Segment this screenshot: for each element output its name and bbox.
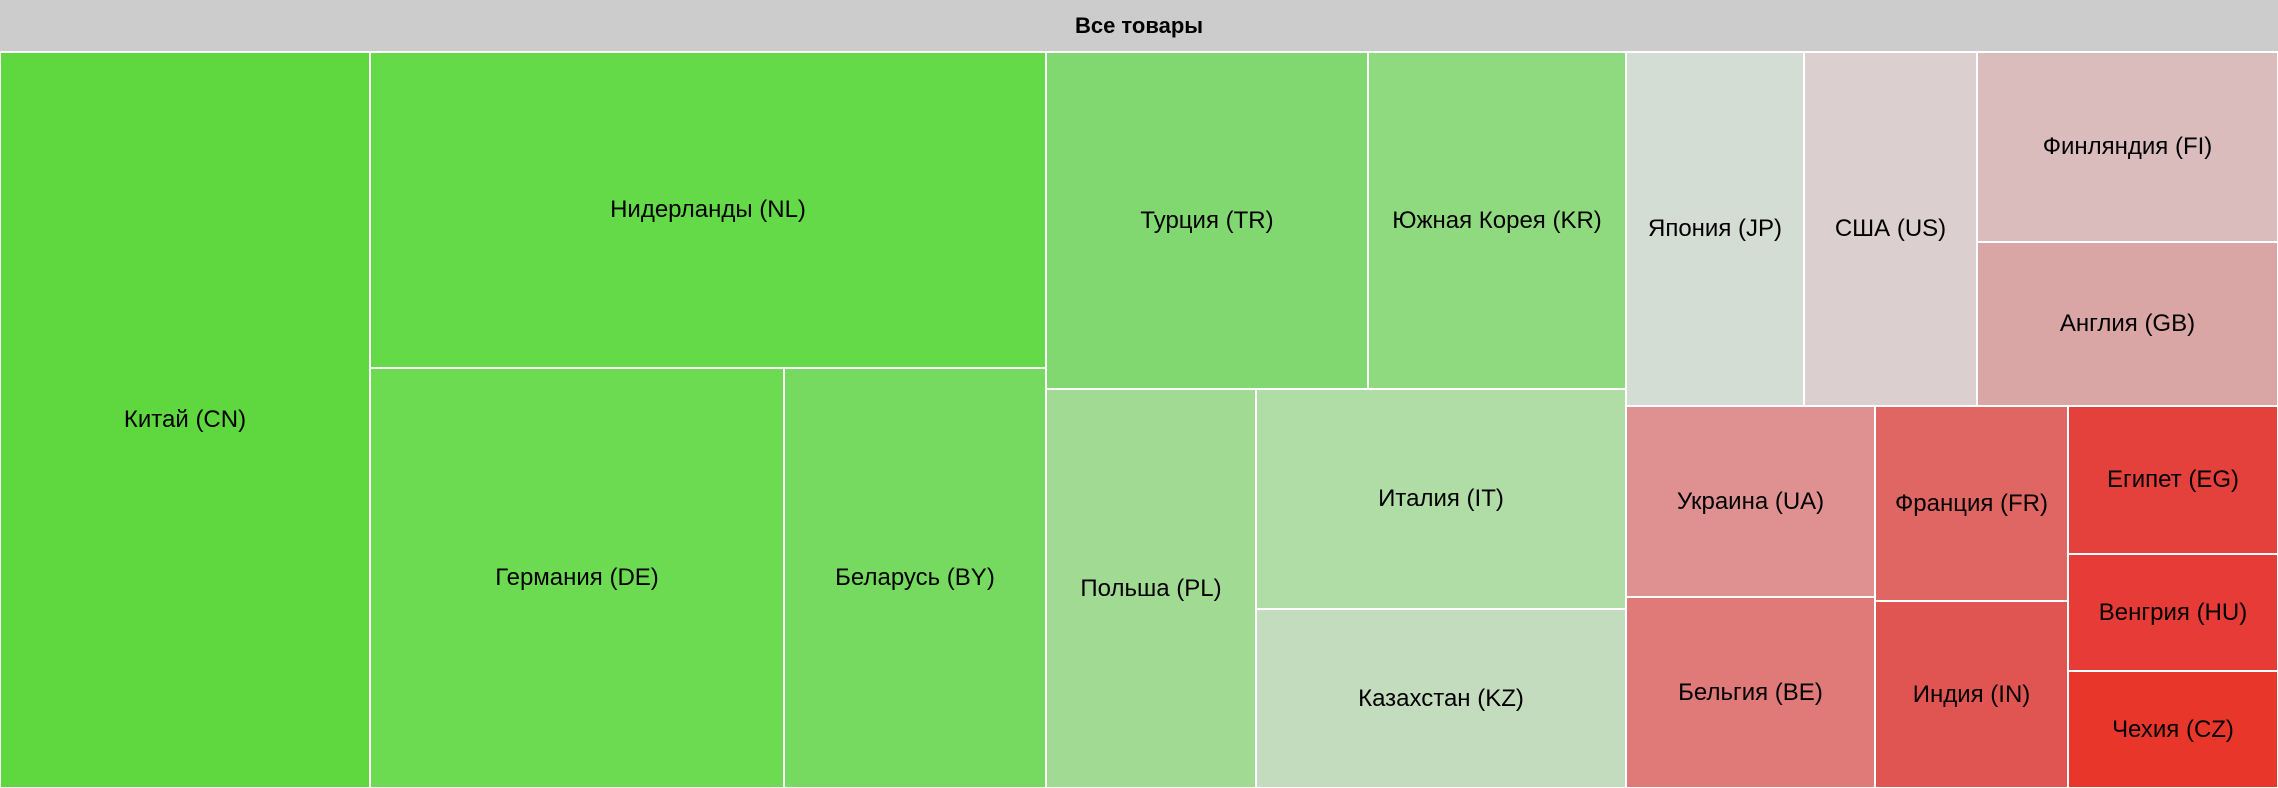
treemap-header[interactable]: Все товары xyxy=(0,0,2278,52)
treemap-cell-in[interactable]: Индия (IN) xyxy=(1875,601,2068,788)
treemap-cell-fi[interactable]: Финляндия (FI) xyxy=(1977,52,2278,242)
treemap-cell-eg[interactable]: Египет (EG) xyxy=(2068,406,2278,554)
treemap-cell-it[interactable]: Италия (IT) xyxy=(1256,389,1626,609)
treemap-cell-by[interactable]: Беларусь (BY) xyxy=(784,368,1046,788)
treemap-cell-de[interactable]: Германия (DE) xyxy=(370,368,784,788)
treemap-cell-kr[interactable]: Южная Корея (KR) xyxy=(1368,52,1626,389)
treemap-cell-cz[interactable]: Чехия (CZ) xyxy=(2068,671,2278,788)
treemap-cell-tr[interactable]: Турция (TR) xyxy=(1046,52,1368,389)
treemap-cell-fr[interactable]: Франция (FR) xyxy=(1875,406,2068,601)
treemap-cell-us[interactable]: США (US) xyxy=(1804,52,1977,406)
treemap-cell-pl[interactable]: Польша (PL) xyxy=(1046,389,1256,788)
treemap-cell-hu[interactable]: Венгрия (HU) xyxy=(2068,554,2278,671)
treemap-cell-gb[interactable]: Англия (GB) xyxy=(1977,242,2278,406)
treemap-cell-kz[interactable]: Казахстан (KZ) xyxy=(1256,609,1626,788)
treemap-cell-be[interactable]: Бельгия (BE) xyxy=(1626,597,1875,788)
treemap-cell-jp[interactable]: Япония (JP) xyxy=(1626,52,1804,406)
treemap-cell-cn[interactable]: Китай (CN) xyxy=(0,52,370,788)
treemap-cell-nl[interactable]: Нидерланды (NL) xyxy=(370,52,1046,368)
treemap-cell-ua[interactable]: Украина (UA) xyxy=(1626,406,1875,597)
